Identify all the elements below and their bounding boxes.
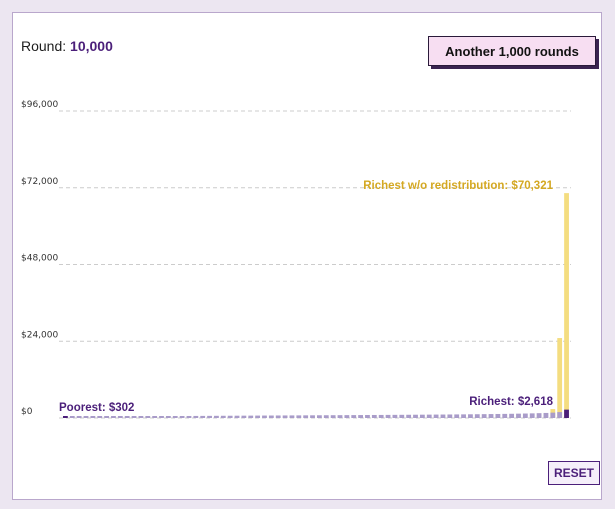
- bar-with-redistribution: [399, 414, 405, 418]
- bar-with-redistribution: [275, 415, 281, 418]
- bar-with-redistribution: [111, 416, 116, 418]
- bar-with-redistribution: [282, 415, 288, 418]
- bar-with-redistribution: [303, 415, 309, 418]
- bar-with-redistribution: [392, 414, 398, 418]
- y-tick-label: $72,000: [21, 177, 58, 187]
- bar-with-redistribution: [296, 415, 302, 418]
- y-tick-label: $24,000: [21, 330, 58, 340]
- bar-with-redistribution: [447, 414, 453, 418]
- bar-without-redistribution: [557, 338, 563, 418]
- bar-with-redistribution: [152, 416, 158, 418]
- bars-without-redistribution: [550, 193, 569, 418]
- bar-with-redistribution: [241, 415, 247, 418]
- bar-with-redistribution: [330, 415, 336, 418]
- bar-with-redistribution: [474, 414, 480, 418]
- bar-with-redistribution: [200, 415, 206, 418]
- bar-with-redistribution: [440, 414, 446, 418]
- bar-with-redistribution: [69, 416, 75, 418]
- bar-with-redistribution: [145, 416, 151, 418]
- bar-with-redistribution: [317, 415, 322, 418]
- bar-with-redistribution: [138, 416, 144, 418]
- richest-no-redistribution-annotation: Richest w/o redistribution: $70,321: [363, 180, 553, 192]
- bar-with-redistribution: [104, 416, 109, 418]
- bar-with-redistribution: [337, 415, 343, 418]
- bar-with-redistribution: [495, 413, 501, 418]
- grid-lines: [59, 110, 571, 419]
- y-tick-label: $0: [21, 407, 33, 417]
- bar-with-redistribution: [172, 416, 178, 418]
- bar-with-redistribution: [234, 415, 240, 418]
- bar-without-redistribution: [564, 193, 569, 418]
- poorest-annotation: Poorest: $302: [59, 402, 134, 414]
- bar-with-redistribution: [543, 412, 549, 418]
- round-value: 10,000: [70, 38, 113, 54]
- bar-with-redistribution: [481, 414, 487, 418]
- bar-with-redistribution: [522, 413, 528, 418]
- bar-with-redistribution: [310, 415, 315, 418]
- y-tick-label: $96,000: [21, 100, 58, 110]
- bar-with-redistribution: [124, 416, 130, 418]
- bar-with-redistribution: [385, 414, 391, 418]
- reset-button[interactable]: RESET: [548, 461, 600, 485]
- bar-with-redistribution: [468, 414, 473, 418]
- bar-with-redistribution: [76, 416, 82, 418]
- bar-with-redistribution: [426, 414, 432, 418]
- bar-with-redistribution: [550, 412, 556, 418]
- bar-with-redistribution: [63, 416, 68, 418]
- bar-with-redistribution: [220, 415, 226, 418]
- bar-with-redistribution: [502, 413, 508, 418]
- round-label: Round:: [21, 38, 67, 54]
- bar-with-redistribution: [165, 416, 171, 418]
- bar-with-redistribution: [255, 415, 261, 418]
- bar-with-redistribution: [262, 415, 267, 418]
- bar-with-redistribution: [131, 416, 137, 418]
- richest-annotation: Richest: $2,618: [469, 396, 553, 408]
- bar-with-redistribution: [529, 413, 535, 418]
- annotations: Poorest: $302 Richest: $2,618 Richest w/…: [59, 180, 554, 414]
- bar-with-redistribution: [268, 415, 274, 418]
- bar-with-redistribution: [117, 416, 123, 418]
- bar-with-redistribution: [248, 415, 254, 418]
- y-tick-label: $48,000: [21, 254, 58, 264]
- bar-with-redistribution: [97, 416, 103, 418]
- another-1000-rounds-button[interactable]: Another 1,000 rounds: [428, 36, 596, 66]
- bar-with-redistribution: [365, 415, 370, 418]
- bar-with-redistribution: [193, 415, 199, 418]
- bar-with-redistribution: [413, 414, 418, 418]
- bar-with-redistribution: [461, 414, 466, 418]
- simulation-card: Round: 10,000 Another 1,000 rounds $0 $24…: [12, 12, 602, 500]
- bar-with-redistribution: [509, 413, 515, 418]
- bar-with-redistribution: [90, 416, 96, 418]
- bar-with-redistribution: [516, 413, 521, 418]
- bar-with-redistribution: [214, 415, 219, 418]
- bar-with-redistribution: [344, 415, 350, 418]
- bar-with-redistribution: [564, 409, 569, 418]
- bar-with-redistribution: [323, 415, 329, 418]
- bars-with-redistribution: [63, 409, 569, 418]
- bar-with-redistribution: [289, 415, 295, 418]
- bar-with-redistribution: [186, 415, 192, 418]
- bar-with-redistribution: [488, 414, 494, 418]
- bar-with-redistribution: [406, 414, 412, 418]
- bar-with-redistribution: [83, 416, 89, 418]
- bar-with-redistribution: [358, 415, 363, 418]
- bar-with-redistribution: [179, 416, 185, 418]
- y-axis-ticks: $0 $24,000 $48,000 $72,000 $96,000: [21, 100, 58, 417]
- bar-with-redistribution: [557, 412, 563, 418]
- bar-with-redistribution: [419, 414, 425, 418]
- bar-with-redistribution: [371, 414, 377, 418]
- round-counter: Round: 10,000: [21, 38, 113, 54]
- bar-with-redistribution: [536, 413, 542, 418]
- bar-with-redistribution: [159, 416, 164, 418]
- bar-with-redistribution: [378, 414, 384, 418]
- bar-with-redistribution: [454, 414, 460, 418]
- bar-with-redistribution: [227, 415, 233, 418]
- bar-with-redistribution: [433, 414, 439, 418]
- bar-with-redistribution: [207, 415, 212, 418]
- wealth-chart: $0 $24,000 $48,000 $72,000 $96,000 Poorest: …: [21, 100, 571, 419]
- bar-with-redistribution: [351, 415, 357, 418]
